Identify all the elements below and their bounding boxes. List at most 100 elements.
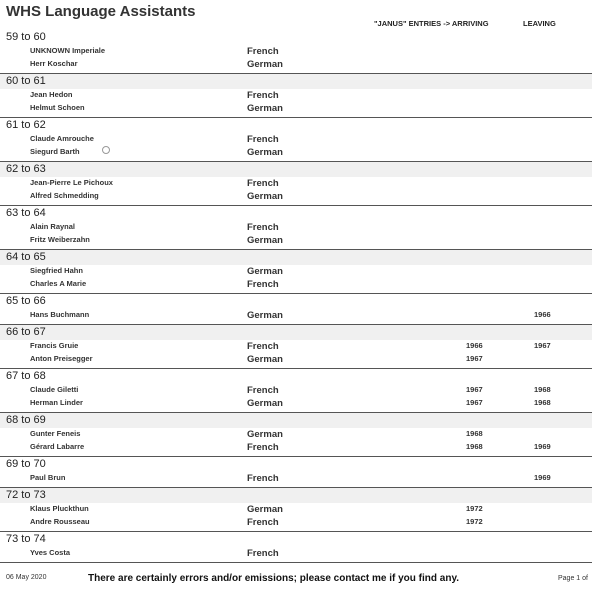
assistant-language: French bbox=[247, 473, 279, 484]
assistant-name: Charles A Marie bbox=[30, 279, 87, 288]
assistant-row: Siegfried Hahn German bbox=[0, 265, 592, 278]
assistant-language: German bbox=[247, 398, 283, 409]
assistant-row: Herman Linder German 1967 1968 bbox=[0, 397, 592, 410]
year-group: 60 to 61 Jean Hedon French Helmut Schoen Ger… bbox=[0, 74, 592, 118]
assistant-language: German bbox=[247, 103, 283, 114]
leaving-year: 1968 bbox=[534, 398, 551, 407]
assistant-row: Paul Brun French 1969 bbox=[0, 472, 592, 485]
assistant-name: Yves Costa bbox=[30, 548, 71, 557]
assistant-name: Francis Gruie bbox=[30, 341, 79, 350]
assistant-language: French bbox=[247, 46, 279, 57]
assistant-row: Jean-Pierre Le Pichoux French bbox=[0, 177, 592, 190]
arriving-column-header: "JANUS" ENTRIES -> ARRIVING bbox=[374, 19, 489, 28]
arriving-year: 1967 bbox=[466, 398, 483, 407]
assistant-language: German bbox=[247, 235, 283, 246]
assistant-name: UNKNOWN Imperiale bbox=[30, 46, 106, 55]
assistant-language: French bbox=[247, 385, 279, 396]
assistant-row: Anton Preisegger German 1967 bbox=[0, 353, 592, 366]
assistant-name: Andre Rousseau bbox=[30, 517, 90, 526]
assistant-row: Fritz Weiberzahn German bbox=[0, 234, 592, 247]
assistant-row: Gérard Labarre French 1968 1969 bbox=[0, 441, 592, 454]
year-group: 62 to 63 Jean-Pierre Le Pichoux French Alfr… bbox=[0, 162, 592, 206]
leaving-year: 1968 bbox=[534, 385, 551, 394]
assistant-name: Alain Raynal bbox=[30, 222, 76, 231]
assistant-name: Herman Linder bbox=[30, 398, 83, 407]
assistant-name: Siegfried Hahn bbox=[30, 266, 83, 275]
assistant-row: Herr Koschar German bbox=[0, 58, 592, 71]
assistant-row: Andre Rousseau French 1972 bbox=[0, 516, 592, 529]
assistant-name: Claude Amrouche bbox=[30, 134, 94, 143]
assistant-name: Klaus Pluckthun bbox=[30, 504, 89, 513]
assistant-language: French bbox=[247, 548, 279, 559]
year-group-label: 63 to 64 bbox=[6, 207, 46, 219]
assistant-row: Klaus Pluckthun German 1972 bbox=[0, 503, 592, 516]
assistant-name: Jean Hedon bbox=[30, 90, 73, 99]
assistant-language: German bbox=[247, 429, 283, 440]
year-group: 69 to 70 Paul Brun French 1969 bbox=[0, 457, 592, 488]
assistant-language: German bbox=[247, 59, 283, 70]
assistant-row: Claude Amrouche French bbox=[0, 133, 592, 146]
assistant-name: Anton Preisegger bbox=[30, 354, 93, 363]
assistant-name: Paul Brun bbox=[30, 473, 66, 482]
assistant-language: French bbox=[247, 341, 279, 352]
year-group: 66 to 67 Francis Gruie French 1966 1967 Anton… bbox=[0, 325, 592, 369]
assistant-language: German bbox=[247, 504, 283, 515]
page-number: Page 1 of bbox=[558, 575, 588, 582]
assistant-row: Alfred Schmedding German bbox=[0, 190, 592, 203]
assistant-language: French bbox=[247, 517, 279, 528]
assistant-row: Helmut Schoen German bbox=[0, 102, 592, 115]
assistant-language: French bbox=[247, 222, 279, 233]
assistant-row: Siegurd Barth German bbox=[0, 146, 592, 159]
leaving-year: 1969 bbox=[534, 473, 551, 482]
year-group: 63 to 64 Alain Raynal French Fritz Weiberza… bbox=[0, 206, 592, 250]
assistant-language: French bbox=[247, 134, 279, 145]
assistant-name: Gunter Feneis bbox=[30, 429, 81, 438]
year-group-label: 67 to 68 bbox=[6, 370, 46, 382]
assistant-name: Gérard Labarre bbox=[30, 442, 85, 451]
arriving-year: 1968 bbox=[466, 429, 483, 438]
assistant-row: Claude Giletti French 1967 1968 bbox=[0, 384, 592, 397]
year-group-label: 73 to 74 bbox=[6, 533, 46, 545]
year-group-label: 62 to 63 bbox=[0, 162, 592, 177]
leaving-year: 1969 bbox=[534, 442, 551, 451]
arriving-year: 1966 bbox=[466, 341, 483, 350]
year-group: 64 to 65 Siegfried Hahn German Charles A Ma… bbox=[0, 250, 592, 294]
cursor-circle-icon bbox=[102, 146, 110, 154]
assistant-name: Jean-Pierre Le Pichoux bbox=[30, 178, 113, 187]
footer-message: There are certainly errors and/or emissi… bbox=[88, 573, 460, 584]
year-group-label: 61 to 62 bbox=[6, 119, 46, 131]
assistant-language: French bbox=[247, 178, 279, 189]
year-group: 67 to 68 Claude Giletti French 1967 1968 Herm… bbox=[0, 369, 592, 413]
footer: 06 May 2020 There are certainly errors a… bbox=[0, 573, 600, 587]
year-group-label: 64 to 65 bbox=[0, 250, 592, 265]
assistant-row: Jean Hedon French bbox=[0, 89, 592, 102]
assistant-name: Helmut Schoen bbox=[30, 103, 85, 112]
year-group-label: 69 to 70 bbox=[6, 458, 46, 470]
assistant-row: Hans Buchmann German 1966 bbox=[0, 309, 592, 322]
assistant-row: Charles A Marie French bbox=[0, 278, 592, 291]
assistant-row: Francis Gruie French 1966 1967 bbox=[0, 340, 592, 353]
year-group-label: 60 to 61 bbox=[0, 74, 592, 89]
assistant-name: Alfred Schmedding bbox=[30, 191, 99, 200]
assistant-language: French bbox=[247, 442, 279, 453]
assistant-language: German bbox=[247, 147, 283, 158]
year-group: 61 to 62 Claude Amrouche French Siegurd Bar… bbox=[0, 118, 592, 162]
assistant-language: German bbox=[247, 191, 283, 202]
assistant-language: French bbox=[247, 279, 279, 290]
year-group-label: 68 to 69 bbox=[0, 413, 592, 428]
arriving-year: 1968 bbox=[466, 442, 483, 451]
leaving-year: 1966 bbox=[534, 310, 551, 319]
footer-date: 06 May 2020 bbox=[6, 574, 47, 581]
year-group-label: 66 to 67 bbox=[0, 325, 592, 340]
assistant-language: German bbox=[247, 266, 283, 277]
leaving-year: 1967 bbox=[534, 341, 551, 350]
leaving-column-header: LEAVING bbox=[523, 19, 556, 28]
assistant-row: UNKNOWN Imperiale French bbox=[0, 45, 592, 58]
arriving-year: 1972 bbox=[466, 517, 483, 526]
year-group: 59 to 60 UNKNOWN Imperiale French Herr Kosc… bbox=[0, 30, 592, 74]
assistant-name: Siegurd Barth bbox=[30, 147, 80, 156]
year-group: 72 to 73 Klaus Pluckthun German 1972 Andre R… bbox=[0, 488, 592, 532]
assistant-row: Yves Costa French bbox=[0, 547, 592, 560]
year-group-label: 65 to 66 bbox=[6, 295, 46, 307]
assistant-groups: 59 to 60 UNKNOWN Imperiale French Herr Kosc… bbox=[0, 30, 600, 563]
